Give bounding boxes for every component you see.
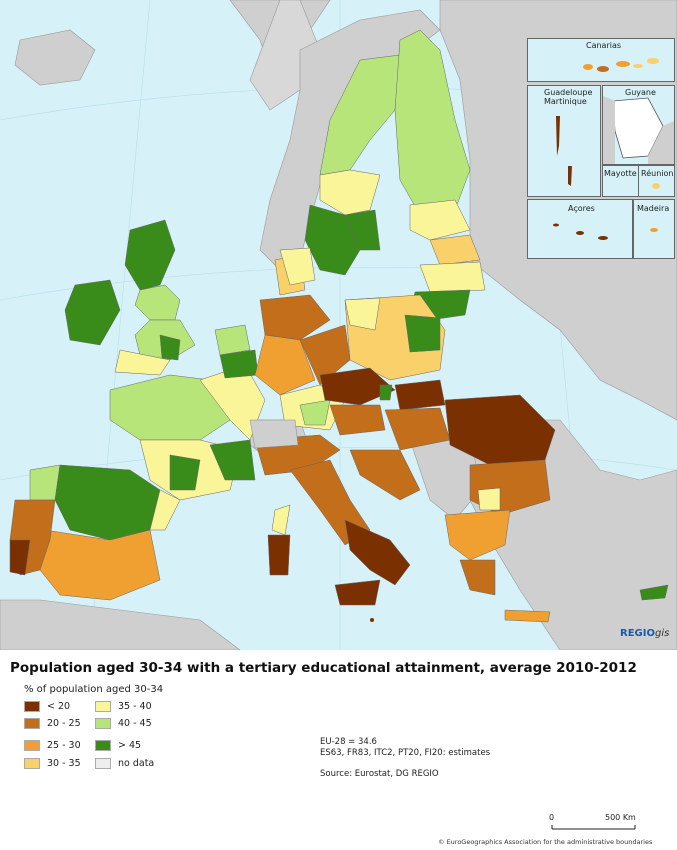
malta xyxy=(370,618,374,622)
legend-item: no data xyxy=(95,756,154,770)
brand-suffix: gis xyxy=(654,628,670,639)
scale-end: 500 Km xyxy=(605,813,636,822)
copyright-text: © EuroGeographics Association for the ad… xyxy=(438,838,653,846)
switzerland xyxy=(249,419,299,449)
inset-guadeloupe-martinique: Guadeloupe Martinique xyxy=(527,85,601,197)
romania-bulgaria xyxy=(444,394,556,516)
inset-reunion: Réunion xyxy=(638,165,675,197)
inset-label-canarias: Canarias xyxy=(586,41,622,50)
legend-label: no data xyxy=(118,757,155,769)
brand-main: REGIO xyxy=(620,628,655,639)
legend-item: 40 - 45 xyxy=(95,716,152,730)
cyprus xyxy=(639,584,669,601)
canarias-islands xyxy=(583,58,659,72)
legend-label: 25 - 30 xyxy=(47,739,81,751)
estonia xyxy=(429,234,481,266)
inset-label-madeira: Madeira xyxy=(637,204,670,213)
legend-swatch xyxy=(95,717,111,729)
inset-canarias: Canarias xyxy=(527,38,675,82)
caribbean-islands xyxy=(556,116,572,186)
legend-label: 40 - 45 xyxy=(118,717,152,729)
legend-label: 35 - 40 xyxy=(118,700,152,712)
inset-label-mayotte: Mayotte xyxy=(604,169,637,178)
inset-mayotte: Mayotte xyxy=(602,165,639,197)
legend-label: > 45 xyxy=(118,739,142,751)
scale-start: 0 xyxy=(549,813,555,822)
guyane-map xyxy=(603,96,674,164)
finland xyxy=(394,29,471,241)
latvia xyxy=(419,261,486,293)
legend-swatch xyxy=(95,700,111,712)
legend-item: 20 - 25 xyxy=(24,716,81,730)
map-title: Population aged 30-34 with a tertiary ed… xyxy=(10,660,637,676)
legend-item: > 45 xyxy=(95,738,141,752)
iceland xyxy=(14,29,96,86)
legend-label: < 20 xyxy=(47,700,71,712)
inset-guyane: Guyane xyxy=(602,85,675,165)
central-europe xyxy=(319,367,451,451)
legend-swatch xyxy=(24,757,40,769)
denmark xyxy=(279,247,316,286)
germany xyxy=(254,254,351,431)
legend-label: 30 - 35 xyxy=(47,757,81,769)
legend-swatch xyxy=(24,700,40,712)
inset-label-acores: Açores xyxy=(568,204,595,213)
regiogis-brand: REGIOgis xyxy=(620,628,669,639)
legend-swatch xyxy=(24,739,40,751)
notes: EU-28 = 34.6 ES63, FR83, ITC2, PT20, FI2… xyxy=(320,737,490,759)
iberia xyxy=(9,464,181,601)
inset-label-martinique: Martinique xyxy=(544,97,587,106)
uk-ireland xyxy=(64,219,196,376)
legend-heading: % of population aged 30-34 xyxy=(24,684,164,695)
legend-swatch xyxy=(95,739,111,751)
poland xyxy=(344,294,446,381)
legend-item: 25 - 30 xyxy=(24,738,81,752)
legend-swatch xyxy=(24,717,40,729)
scale-bar: 0 500 Km xyxy=(547,813,637,835)
inset-label-guyane: Guyane xyxy=(625,88,656,97)
acores-islands xyxy=(553,223,608,240)
inset-label-guadeloupe: Guadeloupe xyxy=(544,88,593,97)
legend-item: 35 - 40 xyxy=(95,699,152,713)
inset-madeira: Madeira xyxy=(633,199,675,259)
legend-swatch xyxy=(95,757,111,769)
legend-item: < 20 xyxy=(24,699,70,713)
legend-label: 20 - 25 xyxy=(47,717,81,729)
legend-item: 30 - 35 xyxy=(24,756,81,770)
reunion-island xyxy=(652,183,660,189)
croatia xyxy=(349,449,421,501)
inset-acores: Açores xyxy=(527,199,633,259)
note-eu28: EU-28 = 34.6 xyxy=(320,737,377,747)
sweden xyxy=(304,54,401,276)
inset-label-reunion: Réunion xyxy=(641,169,674,178)
benelux xyxy=(214,324,259,379)
note-estimates: ES63, FR83, ITC2, PT20, FI20: estimates xyxy=(320,748,491,758)
scale-bar-graphic xyxy=(551,825,636,830)
madeira-island xyxy=(650,228,658,232)
source-text: Source: Eurostat, DG REGIO xyxy=(320,769,439,779)
france xyxy=(109,364,291,536)
greece xyxy=(444,509,551,623)
